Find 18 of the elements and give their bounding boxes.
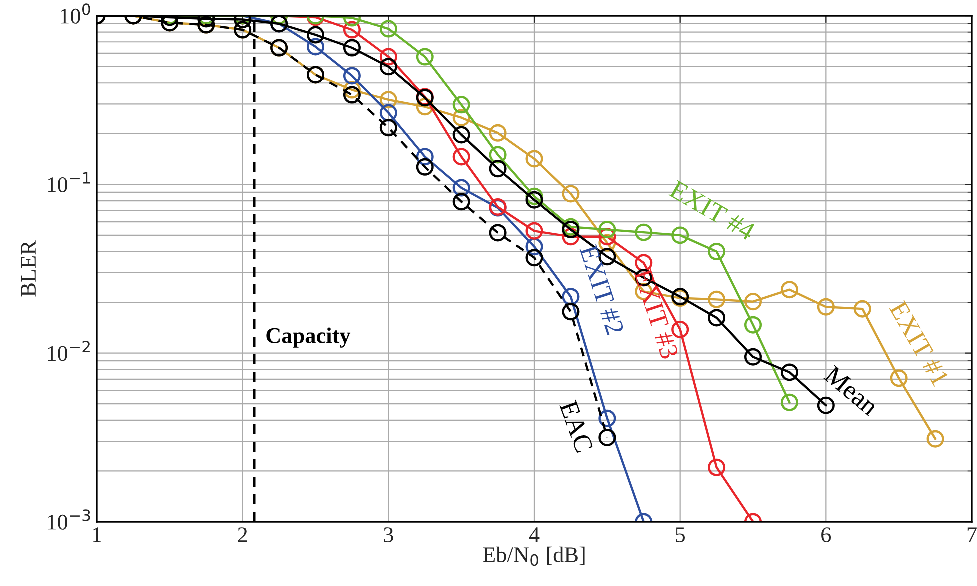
x-tick-label: 7 <box>968 528 977 542</box>
x-tick-label: 5 <box>676 528 686 542</box>
text: EXIT #3 <box>634 268 679 360</box>
x-tick-label: 2 <box>238 528 248 542</box>
text: EXIT #4 <box>668 180 757 241</box>
text: EXIT #2 <box>580 244 624 336</box>
y-tick-label: 10$^{0}$ <box>60 4 90 24</box>
y-tick-label: 10$^{−1}$ <box>48 172 90 192</box>
x-tick-label: 4 <box>529 528 540 542</box>
y-axis-title: BLER <box>21 240 36 297</box>
x-tick-label: 1 <box>93 528 102 542</box>
text: EAC <box>559 400 594 454</box>
x-tick-label: 6 <box>822 528 832 542</box>
ref-line-label: Capacity <box>266 328 351 348</box>
y-tick-label: 10$^{−2}$ <box>48 340 90 362</box>
y-tick-label: 10$^{−3}$ <box>48 510 90 530</box>
x-tick-label: 3 <box>384 528 394 542</box>
x-axis-title: Eb/N$_{0}$ [dB] <box>483 546 585 566</box>
